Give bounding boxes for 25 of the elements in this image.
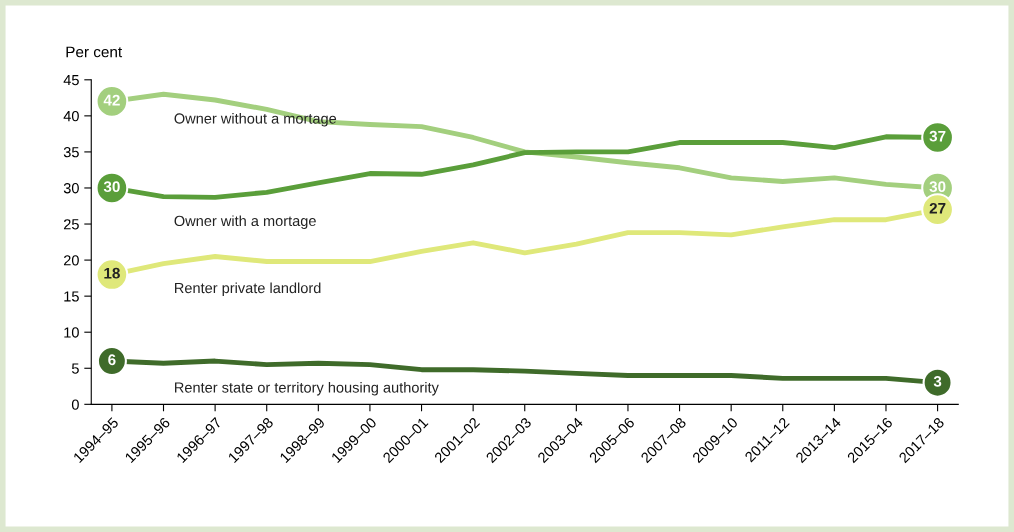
y-tick-label: 25 (63, 219, 79, 230)
series-label: Owner without a mortage (174, 112, 337, 127)
data-label: 42 (103, 94, 120, 106)
y-tick-label: 45 (63, 75, 79, 86)
point (922, 367, 953, 398)
y-tick-label: 20 (63, 255, 79, 266)
series-label: Renter private landlord (175, 282, 321, 297)
series-label: Owner with a mortage (174, 215, 316, 229)
series-label: Renter state or territory housing authority (175, 381, 439, 396)
data-label: 6 (108, 354, 116, 366)
y-tick-label: 15 (64, 291, 79, 302)
y-tick-label: 0 (71, 399, 79, 410)
data-label: 3 (933, 375, 942, 387)
point (96, 346, 127, 377)
y-tick-label: 40 (63, 110, 79, 122)
y-tick-label: 10 (64, 327, 79, 338)
data-label: 27 (929, 202, 946, 214)
data-label: 18 (104, 267, 120, 279)
y-tick-label: 5 (71, 363, 79, 374)
y-tick-label: 35 (63, 147, 79, 158)
data-label: 37 (929, 130, 946, 142)
y-axis-title: Per cent (66, 46, 123, 58)
data-label: 30 (929, 181, 946, 193)
data-label: 30 (103, 181, 120, 193)
y-tick-label: 30 (63, 183, 79, 194)
